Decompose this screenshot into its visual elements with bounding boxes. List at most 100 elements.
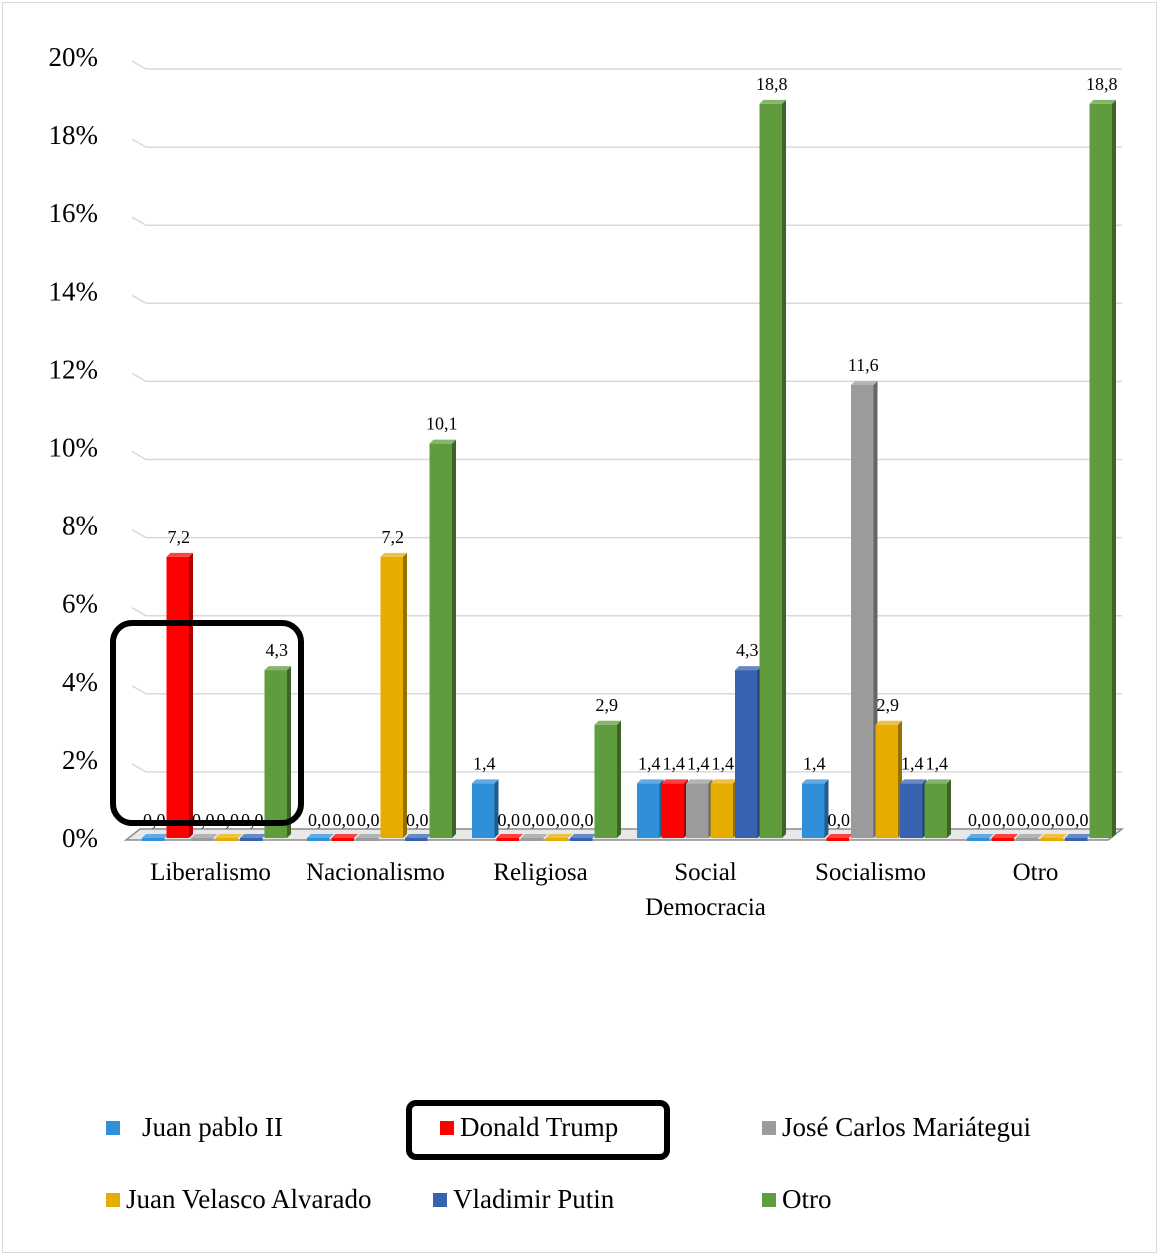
data-label: 0,0 xyxy=(571,810,594,830)
bar xyxy=(1065,838,1088,841)
bar-top xyxy=(686,779,713,784)
bar xyxy=(826,838,849,841)
bar-top xyxy=(1040,834,1067,838)
data-label: 1,4 xyxy=(803,753,826,773)
data-label: 4,3 xyxy=(736,640,759,660)
bar-top xyxy=(802,779,829,784)
gridline xyxy=(131,294,1122,305)
x-tick-label: Liberalismo xyxy=(150,859,271,886)
data-label: 1,4 xyxy=(687,753,710,773)
gridline xyxy=(131,763,1122,773)
bar-top xyxy=(735,666,762,671)
bar-side xyxy=(403,552,407,838)
bar-top xyxy=(1016,834,1043,838)
data-label: 0,0 xyxy=(522,810,545,830)
data-label: 0,0 xyxy=(308,810,331,830)
bar-top xyxy=(545,834,572,838)
bar xyxy=(264,670,287,838)
data-label: 1,4 xyxy=(712,753,735,773)
bar-side xyxy=(782,99,786,839)
bar xyxy=(215,838,238,841)
bar-top xyxy=(215,834,242,838)
x-tick-label: Socialismo xyxy=(815,859,926,886)
bar-side xyxy=(824,779,829,838)
data-label: 4,3 xyxy=(266,640,289,660)
bar xyxy=(496,838,519,841)
bar xyxy=(570,838,593,841)
bar-top xyxy=(191,834,218,838)
bar xyxy=(967,838,990,841)
bar-side xyxy=(947,779,951,838)
bar-top xyxy=(924,779,951,784)
bar xyxy=(166,556,189,838)
x-tick-label: Otro xyxy=(1013,859,1059,886)
data-label: 0,0 xyxy=(993,810,1016,830)
gridline xyxy=(131,685,1122,695)
bar-top xyxy=(331,834,358,838)
data-label: 7,2 xyxy=(382,527,405,547)
data-label: 0,0 xyxy=(333,810,356,830)
bar xyxy=(1089,103,1112,839)
data-label: 10,1 xyxy=(426,414,458,434)
data-label: 0,0 xyxy=(547,810,570,830)
bar xyxy=(429,443,452,838)
highlight-box-liberalismo xyxy=(110,620,304,826)
bar-top xyxy=(405,834,432,838)
bar-top xyxy=(1089,99,1116,104)
bar-top xyxy=(380,552,407,557)
bar xyxy=(472,783,495,838)
bar-top xyxy=(166,552,193,557)
bar xyxy=(924,783,947,838)
data-label: 0,0 xyxy=(406,810,429,830)
data-label: 11,6 xyxy=(848,355,879,375)
bar xyxy=(686,783,709,838)
bar-top xyxy=(594,720,621,725)
bar-top xyxy=(307,834,334,838)
bar-top xyxy=(851,381,878,386)
bar-top xyxy=(142,834,169,838)
data-label: 18,8 xyxy=(756,74,788,94)
y-tick-label: 2% xyxy=(62,745,98,775)
bar-top xyxy=(496,834,523,838)
bar-side xyxy=(287,666,291,838)
bar xyxy=(851,385,874,838)
y-tick-label: 10% xyxy=(49,433,99,463)
y-tick-label: 8% xyxy=(62,511,98,541)
gridline xyxy=(131,60,1122,70)
bar-top xyxy=(759,99,786,104)
bar xyxy=(900,783,923,838)
data-label: 1,4 xyxy=(663,753,686,773)
bar-top xyxy=(356,834,383,838)
bar-top xyxy=(521,834,548,838)
bar xyxy=(191,838,214,841)
bar-top xyxy=(1065,834,1092,838)
y-tick-label: 6% xyxy=(62,589,98,619)
bar-top xyxy=(900,779,927,784)
bar-side xyxy=(617,720,621,838)
x-tick-label: Democracia xyxy=(645,894,766,921)
data-label: 1,4 xyxy=(473,753,496,773)
bar xyxy=(637,783,660,838)
bar-top xyxy=(264,666,291,671)
gridline xyxy=(131,528,1122,539)
highlight-box-donald-trump-legend xyxy=(406,1100,670,1160)
bar-top xyxy=(240,834,267,838)
gridline xyxy=(131,450,1122,461)
data-label: 1,4 xyxy=(926,753,949,773)
x-tick-label: Nacionalismo xyxy=(306,859,445,886)
gridline xyxy=(131,138,1122,148)
data-label: 2,9 xyxy=(877,695,900,715)
bar xyxy=(545,838,568,841)
y-tick-label: 4% xyxy=(62,667,98,697)
data-label: 0,0 xyxy=(498,810,521,830)
bar-top xyxy=(826,834,853,838)
bar xyxy=(142,838,165,841)
bar xyxy=(991,838,1014,841)
bar xyxy=(356,838,379,841)
bar-side xyxy=(1112,99,1116,839)
data-label: 0,0 xyxy=(828,810,851,830)
y-tick-label: 14% xyxy=(49,276,99,306)
x-tick-label: Social xyxy=(674,859,737,886)
gridline xyxy=(131,216,1122,226)
bar-top xyxy=(429,439,456,444)
